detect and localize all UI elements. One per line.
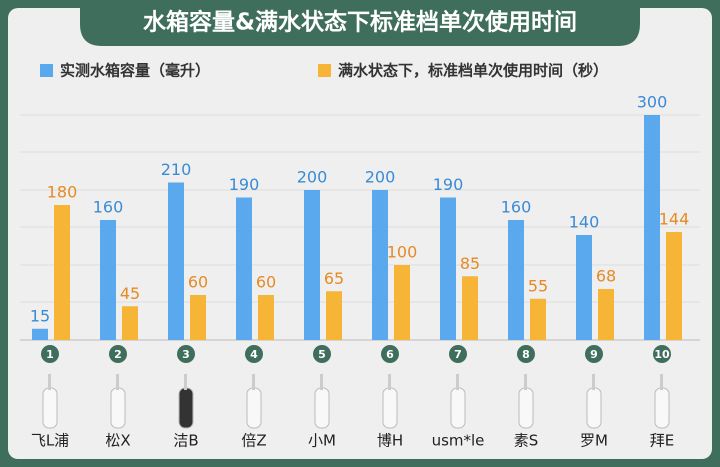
x-tick-label: 飞L浦	[31, 432, 69, 450]
bar	[32, 328, 48, 340]
value-label: 60	[256, 273, 276, 292]
product-nozzle	[184, 374, 187, 390]
bar	[190, 295, 206, 340]
x-tick-label: 松X	[105, 432, 130, 450]
value-label: 180	[47, 183, 78, 202]
bar	[304, 190, 320, 340]
value-label: 65	[324, 269, 344, 288]
badge-number: 4	[250, 348, 258, 361]
product-nozzle	[48, 374, 51, 390]
x-tick-label: 罗M	[580, 432, 608, 450]
title-banner	[80, 0, 640, 46]
product-icon	[586, 387, 602, 429]
product-nozzle	[660, 374, 663, 390]
x-tick-label: 小M	[308, 432, 336, 450]
product-nozzle	[116, 374, 119, 390]
bar	[372, 190, 388, 340]
value-label: 60	[188, 273, 208, 292]
badge	[653, 345, 671, 363]
badge	[313, 345, 331, 363]
bar	[168, 182, 184, 340]
value-label: 200	[365, 168, 396, 187]
badge	[585, 345, 603, 363]
bar	[530, 298, 546, 340]
badge	[449, 345, 467, 363]
legend-label: 满水状态下，标准档单次使用时间（秒）	[338, 62, 608, 80]
x-tick-label: usm*le	[432, 432, 485, 450]
product-nozzle	[320, 374, 323, 390]
badge-number: 6	[386, 348, 394, 361]
badge-number: 2	[114, 348, 122, 361]
x-tick-label: 拜E	[650, 432, 674, 450]
value-label: 100	[387, 243, 418, 262]
product-nozzle	[252, 374, 255, 390]
bar	[100, 220, 116, 340]
bar	[326, 291, 342, 340]
value-label: 15	[30, 306, 50, 325]
product-icon	[178, 387, 194, 429]
bar	[598, 289, 614, 340]
product-nozzle	[592, 374, 595, 390]
chart-title: 水箱容量&满水状态下标准档单次使用时间	[143, 9, 577, 36]
bar	[576, 235, 592, 340]
bar	[666, 232, 682, 340]
legend-swatch	[318, 64, 331, 77]
product-icon	[518, 387, 534, 429]
badge-number: 5	[318, 348, 326, 361]
badge	[41, 345, 59, 363]
badge	[109, 345, 127, 363]
x-tick-label: 博H	[377, 432, 403, 450]
value-label: 160	[93, 198, 124, 217]
x-tick-label: 倍Z	[241, 432, 266, 450]
badge	[177, 345, 195, 363]
value-label: 200	[297, 168, 328, 187]
product-nozzle	[524, 374, 527, 390]
bar	[508, 220, 524, 340]
bar	[122, 306, 138, 340]
badge	[245, 345, 263, 363]
product-icon	[42, 387, 58, 429]
bar	[462, 276, 478, 340]
value-label: 140	[569, 213, 600, 232]
bar	[236, 197, 252, 340]
product-icon	[450, 387, 466, 429]
badge-number: 1	[46, 348, 54, 361]
badge-number: 7	[454, 348, 462, 361]
x-tick-label: 素S	[514, 432, 539, 450]
badge-number: 10	[654, 348, 670, 361]
value-label: 190	[229, 175, 260, 194]
value-label: 85	[460, 254, 480, 273]
badge-number: 8	[522, 348, 530, 361]
product-icon	[110, 387, 126, 429]
value-label: 190	[433, 175, 464, 194]
product-nozzle	[388, 374, 391, 390]
product-icon	[246, 387, 262, 429]
value-label: 210	[161, 160, 192, 179]
value-label: 144	[659, 210, 690, 229]
badge-number: 3	[182, 348, 190, 361]
legend-swatch	[40, 64, 53, 77]
legend-label: 实测水箱容量（毫升）	[60, 62, 210, 80]
value-label: 160	[501, 198, 532, 217]
product-icon	[314, 387, 330, 429]
x-tick-label: 洁B	[173, 432, 198, 450]
bar	[54, 205, 70, 340]
badge	[381, 345, 399, 363]
value-label: 55	[528, 276, 548, 295]
badge	[517, 345, 535, 363]
value-label: 68	[596, 267, 616, 286]
bar	[258, 295, 274, 340]
bar	[394, 265, 410, 340]
badge-number: 9	[590, 348, 598, 361]
product-icon	[654, 387, 670, 429]
product-icon	[382, 387, 398, 429]
value-label: 45	[120, 284, 140, 303]
product-nozzle	[456, 374, 459, 390]
value-label: 300	[637, 93, 668, 112]
bar	[440, 197, 456, 340]
bar	[644, 115, 660, 340]
